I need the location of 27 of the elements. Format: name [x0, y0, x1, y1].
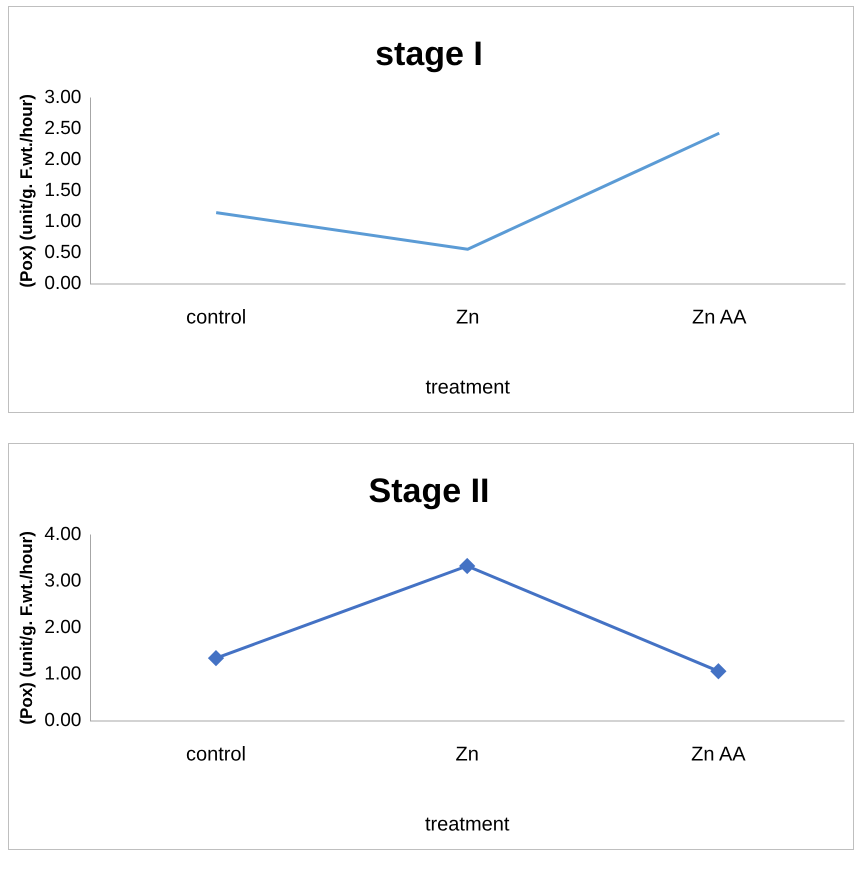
x-tick-label: Zn AA [692, 306, 748, 329]
x-tick-label: Zn AA [691, 744, 746, 766]
point [460, 558, 475, 574]
y-tick-label: 0.00 [44, 710, 82, 732]
y-tick-label: 3.00 [44, 570, 82, 592]
y-tick-label: 1.00 [44, 664, 82, 685]
x-tick-label: control [186, 744, 246, 766]
y-tick-label: 4.00 [44, 524, 82, 546]
chart-title: stage I [375, 34, 483, 73]
x-axis-title: treatment [425, 376, 510, 399]
x-axis-title: treatment [424, 814, 510, 836]
y-tick-label: 1.50 [44, 180, 82, 202]
y-tick-label: 2.00 [44, 149, 82, 170]
x-tick-label: Zn [456, 744, 479, 766]
point [208, 650, 224, 666]
y-tick-label: 1.00 [44, 211, 82, 232]
y-tick-label: 2.50 [44, 118, 82, 140]
y-tick-label: 3.00 [44, 87, 82, 108]
chart-title: Stage II [368, 472, 490, 510]
y-axis-title: (Pox) (unit/g. F.wt./hour) [16, 94, 36, 288]
y-tick-label: 0.50 [44, 242, 82, 264]
y-tick-label: 0.00 [44, 273, 82, 294]
y-tick-label: 2.00 [44, 617, 82, 638]
x-tick-label: control [186, 306, 246, 329]
point [710, 664, 726, 679]
x-tick-label: Zn [456, 306, 480, 329]
y-axis-title: (Pox) (unit/g. F.wt./hour) [16, 531, 36, 725]
